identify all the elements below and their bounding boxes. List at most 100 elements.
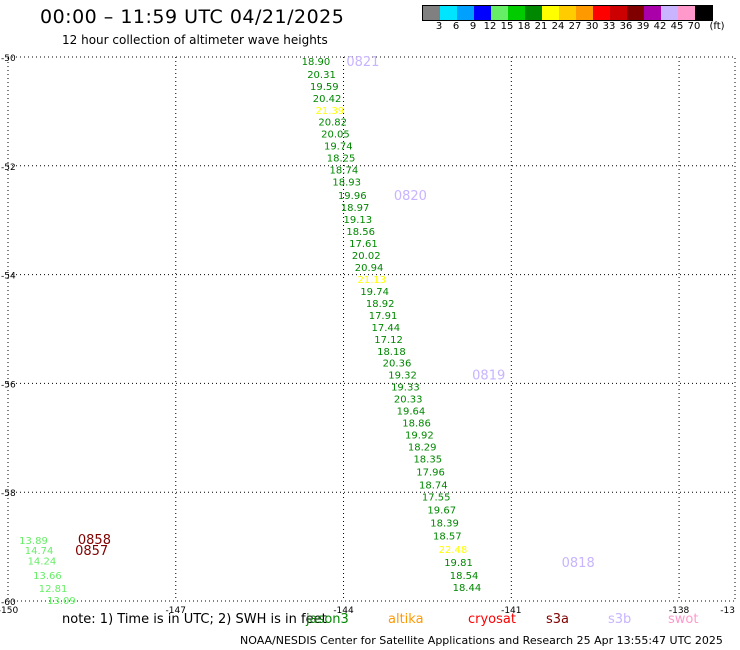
satellite-label-jason3: jason3 bbox=[306, 612, 349, 627]
legend-swatch bbox=[593, 6, 610, 20]
page-subtitle: 12 hour collection of altimeter wave hei… bbox=[62, 33, 328, 47]
wave-height-label: 19.33 bbox=[391, 383, 420, 394]
lon-tick-label: -147 bbox=[166, 606, 186, 616]
legend-swatch bbox=[627, 6, 644, 20]
legend-swatch bbox=[610, 6, 627, 20]
legend-swatch bbox=[508, 6, 525, 20]
wave-height-label: 19.13 bbox=[344, 215, 373, 226]
pass-time-label: 0821 bbox=[346, 55, 379, 70]
legend-label: 6 bbox=[452, 21, 460, 32]
wave-height-label: 19.59 bbox=[310, 82, 339, 93]
lat-tick-label: -52 bbox=[1, 163, 16, 173]
lat-tick-label: -50 bbox=[1, 54, 16, 64]
lon-tick-label: -150 bbox=[0, 606, 18, 616]
wave-height-label: 14.24 bbox=[28, 557, 57, 568]
legend-swatch bbox=[440, 6, 457, 20]
legend-label: 21 bbox=[534, 21, 548, 32]
wave-height-label: 21.13 bbox=[358, 275, 387, 286]
wave-height-label: 19.74 bbox=[360, 287, 389, 298]
legend-swatch bbox=[457, 6, 474, 20]
legend-swatch bbox=[559, 6, 576, 20]
wave-height-label: 22.48 bbox=[439, 545, 468, 556]
wave-height-label: 18.29 bbox=[408, 443, 437, 454]
wave-height-label: 12.81 bbox=[39, 584, 68, 595]
wave-height-label: 20.05 bbox=[321, 130, 350, 141]
satellite-label-altika: altika bbox=[388, 612, 424, 627]
legend-swatch bbox=[525, 6, 542, 20]
wave-height-label: 18.25 bbox=[327, 154, 356, 165]
wave-height-label: 21.39 bbox=[316, 106, 345, 117]
legend-swatch bbox=[491, 6, 508, 20]
lat-tick-label: -58 bbox=[1, 489, 16, 499]
credit-line: NOAA/NESDIS Center for Satellite Applica… bbox=[240, 634, 723, 647]
satellite-label-s3b: s3b bbox=[608, 612, 632, 627]
legend-label: 36 bbox=[619, 21, 633, 32]
legend-label: 42 bbox=[653, 21, 667, 32]
legend-swatch bbox=[474, 6, 491, 20]
wave-height-label: 19.92 bbox=[405, 431, 434, 442]
wave-height-label: 17.44 bbox=[372, 323, 401, 334]
legend-swatch bbox=[423, 6, 440, 20]
wave-height-label: 18.54 bbox=[450, 571, 479, 582]
wave-height-label: 19.32 bbox=[388, 371, 417, 382]
legend-label: 33 bbox=[602, 21, 616, 32]
legend-label: 45 bbox=[670, 21, 684, 32]
pass-time-label: 0818 bbox=[562, 556, 595, 571]
wave-height-label: 19.67 bbox=[427, 506, 456, 517]
pass-time-label: 0820 bbox=[394, 189, 427, 204]
lat-tick-label: -54 bbox=[1, 272, 16, 282]
legend-swatch bbox=[644, 6, 661, 20]
color-scale-legend bbox=[422, 5, 713, 21]
wave-height-label: 20.33 bbox=[394, 395, 423, 406]
legend-swatch bbox=[542, 6, 559, 20]
legend-label: 39 bbox=[636, 21, 650, 32]
footer-note: note: 1) Time is in UTC; 2) SWH is in fe… bbox=[62, 612, 327, 627]
wave-height-label: 17.55 bbox=[422, 493, 451, 504]
wave-height-label: 20.31 bbox=[307, 70, 336, 81]
satellite-label-s3a: s3a bbox=[546, 612, 570, 627]
legend-label: 15 bbox=[500, 21, 514, 32]
wave-height-label: 18.18 bbox=[377, 347, 406, 358]
lat-tick-label: -60 bbox=[1, 598, 16, 608]
wave-height-label: 17.91 bbox=[369, 311, 398, 322]
legend-swatch bbox=[661, 6, 678, 20]
legend-swatch bbox=[576, 6, 593, 20]
pass-time-label: 0819 bbox=[472, 369, 505, 384]
wave-height-label: 19.74 bbox=[324, 142, 353, 153]
wave-height-label: 14.74 bbox=[25, 546, 54, 557]
satellite-label-swot: swot bbox=[668, 612, 699, 627]
wave-height-label: 18.97 bbox=[341, 203, 370, 214]
wave-height-label: 20.02 bbox=[352, 251, 381, 262]
wave-height-label: 17.12 bbox=[374, 335, 403, 346]
legend-label: 24 bbox=[551, 21, 565, 32]
wave-height-label: 19.96 bbox=[338, 191, 367, 202]
legend-label: 27 bbox=[568, 21, 582, 32]
wave-height-label: 18.74 bbox=[419, 481, 448, 492]
legend-swatch bbox=[695, 6, 712, 20]
satellite-label-cryosat: cryosat bbox=[468, 612, 516, 627]
wave-height-label: 13.09 bbox=[47, 596, 76, 607]
wave-height-label: 13.66 bbox=[33, 571, 62, 582]
wave-height-label: 18.86 bbox=[402, 419, 431, 430]
wave-height-label: 18.35 bbox=[413, 454, 442, 465]
wave-height-label: 18.44 bbox=[453, 583, 482, 594]
legend-label: 30 bbox=[585, 21, 599, 32]
pass-time-label: 0858 bbox=[78, 533, 111, 548]
page-title: 00:00 – 11:59 UTC 04/21/2025 bbox=[40, 6, 345, 28]
legend-label: 12 bbox=[483, 21, 497, 32]
wave-height-label: 18.90 bbox=[302, 57, 331, 68]
wave-height-label: 17.96 bbox=[416, 468, 445, 479]
legend-label: 9 bbox=[469, 21, 477, 32]
wave-height-label: 20.42 bbox=[313, 94, 342, 105]
lon-tick-label: -13 bbox=[720, 606, 735, 616]
wave-height-label: 18.57 bbox=[433, 532, 462, 543]
wave-height-label: 20.36 bbox=[383, 359, 412, 370]
legend-swatch bbox=[678, 6, 695, 20]
wave-height-label: 20.82 bbox=[318, 118, 347, 129]
wave-height-label: 17.61 bbox=[349, 239, 378, 250]
pass-time-label: 0857 bbox=[75, 544, 108, 559]
wave-height-label: 19.81 bbox=[444, 558, 473, 569]
legend-unit: (ft) bbox=[709, 21, 725, 32]
wave-height-label: 18.74 bbox=[330, 166, 359, 177]
